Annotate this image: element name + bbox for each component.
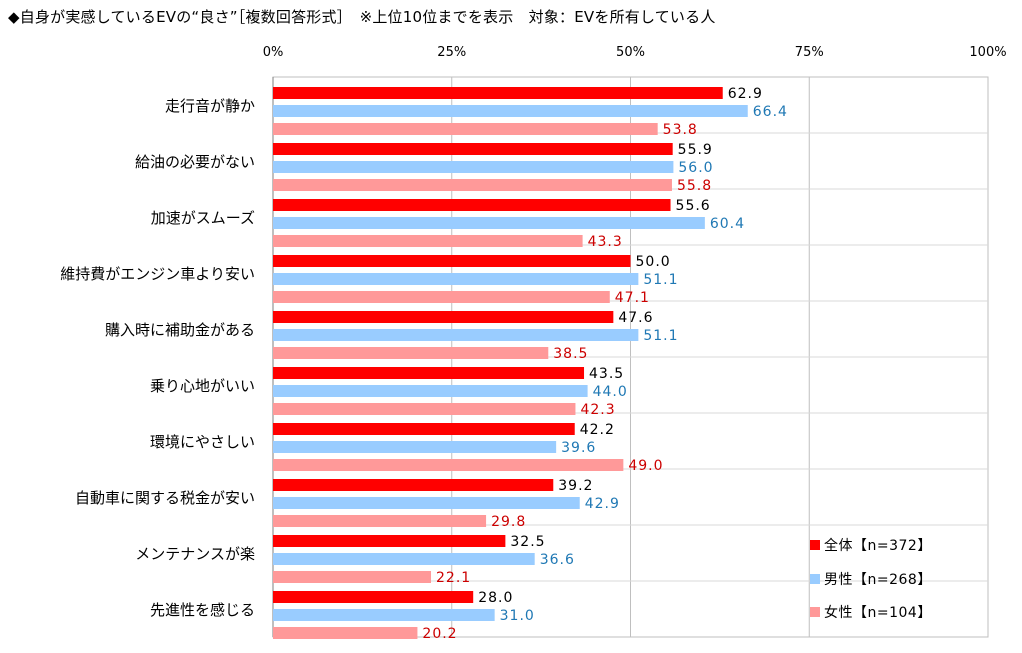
bar bbox=[273, 535, 506, 547]
bar bbox=[273, 423, 575, 435]
bar bbox=[273, 161, 674, 173]
data-label: 39.2 bbox=[558, 478, 593, 494]
bar bbox=[273, 403, 576, 415]
data-label: 62.9 bbox=[728, 86, 763, 102]
bar bbox=[273, 479, 554, 491]
bar bbox=[273, 235, 583, 247]
bar bbox=[273, 87, 723, 99]
bar bbox=[273, 347, 549, 359]
legend-label: 女性【n=104】 bbox=[824, 604, 932, 621]
legend-swatch bbox=[810, 574, 820, 584]
data-label: 32.5 bbox=[510, 534, 545, 550]
data-label: 20.2 bbox=[422, 626, 457, 642]
bar bbox=[273, 273, 639, 285]
chart-title: ◆自身が実感しているEVの“良さ”［複数回答形式］ ※上位10位までを表示 対象… bbox=[8, 8, 716, 26]
data-label: 53.8 bbox=[663, 122, 698, 138]
bar bbox=[273, 367, 585, 379]
category-labels: 走行音が静か給油の必要がない加速がスムーズ維持費がエンジン車より安い購入時に補助… bbox=[60, 97, 255, 619]
x-tick-label: 50% bbox=[616, 45, 645, 60]
category-label: 走行音が静か bbox=[165, 97, 255, 115]
legend-swatch bbox=[810, 607, 820, 617]
data-label: 47.6 bbox=[618, 310, 653, 326]
category-label: 環境にやさしい bbox=[150, 433, 255, 451]
data-label: 60.4 bbox=[710, 216, 745, 232]
data-label: 47.1 bbox=[615, 290, 650, 306]
bar bbox=[273, 627, 418, 639]
bar bbox=[273, 199, 671, 211]
bar bbox=[273, 515, 487, 527]
legend-label: 全体【n=372】 bbox=[824, 537, 932, 554]
legend-swatch bbox=[810, 540, 820, 550]
data-label: 42.9 bbox=[585, 496, 620, 512]
category-label: 乗り心地がいい bbox=[150, 377, 255, 395]
bar bbox=[273, 553, 535, 565]
category-label: 給油の必要がない bbox=[135, 153, 255, 171]
category-label: メンテナンスが楽 bbox=[135, 545, 255, 563]
x-tick-label: 25% bbox=[437, 45, 466, 60]
bar bbox=[273, 217, 705, 229]
data-label: 39.6 bbox=[561, 440, 596, 456]
data-label: 55.8 bbox=[677, 178, 712, 194]
data-label: 51.1 bbox=[643, 272, 678, 288]
data-label: 36.6 bbox=[540, 552, 575, 568]
x-tick-label: 75% bbox=[795, 45, 824, 60]
data-label: 49.0 bbox=[628, 458, 663, 474]
category-label: 先進性を感じる bbox=[150, 601, 255, 619]
data-label: 55.6 bbox=[676, 198, 711, 214]
category-label: 維持費がエンジン車より安い bbox=[60, 265, 255, 283]
data-label: 66.4 bbox=[753, 104, 788, 120]
category-label: 自動車に関する税金が安い bbox=[75, 489, 255, 507]
bars bbox=[273, 87, 748, 639]
data-label: 29.8 bbox=[491, 514, 526, 530]
bar bbox=[273, 291, 610, 303]
category-label: 購入時に補助金がある bbox=[105, 321, 255, 339]
data-label: 43.3 bbox=[588, 234, 623, 250]
data-label: 51.1 bbox=[643, 328, 678, 344]
bar bbox=[273, 609, 495, 621]
bar bbox=[273, 311, 614, 323]
data-label: 43.5 bbox=[589, 366, 624, 382]
data-label: 38.5 bbox=[553, 346, 588, 362]
data-labels: 62.9 66.4 53.8 55.9 56.0 55.8 55.6 60.4 43.3 50.0… bbox=[422, 86, 788, 642]
data-label: 28.0 bbox=[478, 590, 513, 606]
data-label: 31.0 bbox=[500, 608, 535, 624]
legend-label: 男性【n=268】 bbox=[824, 572, 932, 588]
bar bbox=[273, 441, 557, 453]
bar bbox=[273, 459, 624, 471]
data-label: 22.1 bbox=[436, 570, 471, 586]
bar bbox=[273, 571, 432, 583]
bar bbox=[273, 497, 580, 509]
data-label: 44.0 bbox=[593, 384, 628, 400]
data-label: 42.2 bbox=[580, 422, 615, 438]
legend: 全体【n=372】男性【n=268】女性【n=104】 bbox=[810, 537, 932, 621]
data-label: 56.0 bbox=[678, 160, 713, 176]
bar bbox=[273, 329, 639, 341]
bar bbox=[273, 255, 631, 267]
category-label: 加速がスムーズ bbox=[151, 209, 255, 227]
bar bbox=[273, 143, 673, 155]
data-label: 42.3 bbox=[580, 402, 615, 418]
data-label: 50.0 bbox=[636, 254, 671, 270]
bar bbox=[273, 179, 672, 191]
bar bbox=[273, 385, 588, 397]
x-tick-label: 100% bbox=[969, 45, 1006, 60]
x-tick-labels: 0% 25% 50% 75% 100% bbox=[263, 45, 1007, 60]
data-label: 55.9 bbox=[678, 142, 713, 158]
x-tick-label: 0% bbox=[263, 45, 284, 60]
bar bbox=[273, 591, 474, 603]
bar bbox=[273, 123, 658, 135]
bar bbox=[273, 105, 748, 117]
